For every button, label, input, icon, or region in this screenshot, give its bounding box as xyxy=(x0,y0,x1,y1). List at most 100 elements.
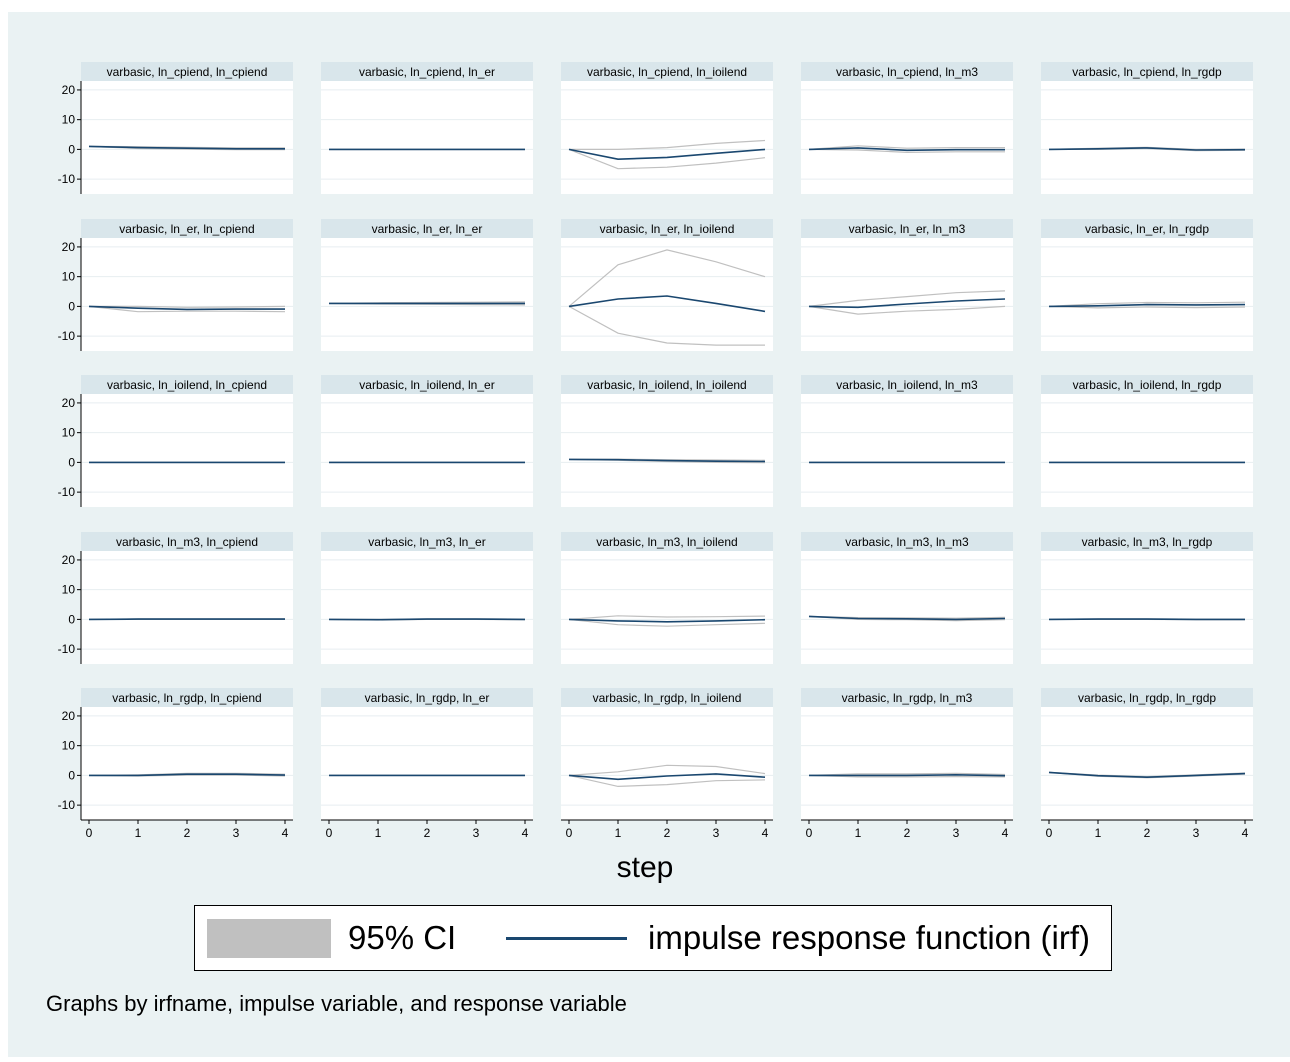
y-tick-label: -10 xyxy=(58,485,76,499)
panel-title: varbasic, ln_cpiend, ln_er xyxy=(359,65,495,79)
y-tick-label: 20 xyxy=(62,709,76,723)
y-tick-label: 20 xyxy=(62,553,76,567)
panel-title: varbasic, ln_rgdp, ln_m3 xyxy=(842,691,973,705)
y-tick-label: 0 xyxy=(68,299,75,313)
panel-title: varbasic, ln_er, ln_cpiend xyxy=(119,222,254,236)
x-tick-label: 4 xyxy=(522,826,529,840)
panel-plot-area xyxy=(1041,551,1253,664)
panel-title: varbasic, ln_ioilend, ln_m3 xyxy=(836,378,978,392)
panel-plot-area xyxy=(321,394,533,507)
panel-plot-area xyxy=(801,707,1013,820)
x-tick-label: 2 xyxy=(424,826,431,840)
panel-plot-area xyxy=(561,551,773,664)
panel-plot-area xyxy=(561,238,773,351)
y-tick-label: -10 xyxy=(58,329,76,343)
x-tick-label: 3 xyxy=(1193,826,1200,840)
x-tick-label: 4 xyxy=(282,826,289,840)
x-tick-label: 0 xyxy=(326,826,333,840)
y-tick-label: 0 xyxy=(68,768,75,782)
panel-plot-area xyxy=(801,394,1013,507)
panel-title: varbasic, ln_rgdp, ln_er xyxy=(365,691,490,705)
x-tick-label: 4 xyxy=(1002,826,1009,840)
x-tick-label: 0 xyxy=(86,826,93,840)
x-tick-label: 1 xyxy=(375,826,382,840)
x-tick-label: 1 xyxy=(855,826,862,840)
x-tick-label: 3 xyxy=(233,826,240,840)
irf-line xyxy=(809,775,1005,776)
legend-irf-label: impulse response function (irf) xyxy=(648,918,1090,958)
panel-title: varbasic, ln_m3, ln_er xyxy=(368,535,485,549)
panel-plot-area xyxy=(81,81,293,194)
panel-title: varbasic, ln_rgdp, ln_rgdp xyxy=(1078,691,1216,705)
panel-title: varbasic, ln_cpiend, ln_ioilend xyxy=(587,65,747,79)
panel-plot-area xyxy=(321,238,533,351)
panel-title: varbasic, ln_rgdp, ln_cpiend xyxy=(112,691,261,705)
y-tick-label: 0 xyxy=(68,612,75,626)
irf-line xyxy=(329,619,525,620)
panel-plot-area xyxy=(81,551,293,664)
panel-title: varbasic, ln_cpiend, ln_cpiend xyxy=(107,65,268,79)
x-tick-label: 1 xyxy=(135,826,142,840)
panel-plot-area xyxy=(1041,394,1253,507)
panel-title: varbasic, ln_m3, ln_ioilend xyxy=(596,535,737,549)
panel-plot-area xyxy=(1041,238,1253,351)
x-tick-label: 1 xyxy=(615,826,622,840)
y-tick-label: 10 xyxy=(62,113,76,127)
panel-plot-area xyxy=(561,394,773,507)
x-tick-label: 3 xyxy=(473,826,480,840)
panel-plot-area xyxy=(801,238,1013,351)
y-tick-label: 10 xyxy=(62,583,76,597)
panel-title: varbasic, ln_cpiend, ln_m3 xyxy=(836,65,978,79)
panel-title: varbasic, ln_m3, ln_m3 xyxy=(845,535,969,549)
x-tick-label: 2 xyxy=(184,826,191,840)
x-tick-label: 0 xyxy=(566,826,573,840)
x-tick-label: 2 xyxy=(904,826,911,840)
y-tick-label: 10 xyxy=(62,426,76,440)
x-tick-label: 2 xyxy=(664,826,671,840)
legend: 95% CI impulse response function (irf) xyxy=(194,905,1112,971)
panel-title: varbasic, ln_er, ln_m3 xyxy=(849,222,966,236)
panel-plot-area xyxy=(801,551,1013,664)
x-tick-label: 2 xyxy=(1144,826,1151,840)
y-tick-label: 20 xyxy=(62,396,76,410)
panel-title: varbasic, ln_ioilend, ln_ioilend xyxy=(587,378,746,392)
x-tick-label: 0 xyxy=(1046,826,1053,840)
panel-title: varbasic, ln_cpiend, ln_rgdp xyxy=(1072,65,1222,79)
panel-title: varbasic, ln_m3, ln_cpiend xyxy=(116,535,258,549)
panel-plot-area xyxy=(81,394,293,507)
legend-ci-label: 95% CI xyxy=(348,918,456,958)
legend-irf-line xyxy=(506,937,627,940)
panel-title: varbasic, ln_ioilend, ln_rgdp xyxy=(1073,378,1222,392)
y-tick-label: 20 xyxy=(62,240,76,254)
x-tick-label: 3 xyxy=(953,826,960,840)
panel-title: varbasic, ln_m3, ln_rgdp xyxy=(1082,535,1213,549)
panel-plot-area xyxy=(321,707,533,820)
y-tick-label: 10 xyxy=(62,270,76,284)
legend-ci-swatch xyxy=(207,919,331,958)
y-tick-label: 20 xyxy=(62,83,76,97)
y-tick-label: 10 xyxy=(62,739,76,753)
panel-plot-area xyxy=(801,81,1013,194)
panel-plot-area xyxy=(1041,81,1253,194)
y-tick-label: -10 xyxy=(58,642,76,656)
x-tick-label: 0 xyxy=(806,826,813,840)
x-axis-title: step xyxy=(0,851,1290,885)
panel-title: varbasic, ln_rgdp, ln_ioilend xyxy=(593,691,742,705)
panel-plot-area xyxy=(81,707,293,820)
x-tick-label: 4 xyxy=(1242,826,1249,840)
y-tick-label: 0 xyxy=(68,455,75,469)
panel-plot-area xyxy=(81,238,293,351)
y-tick-label: 0 xyxy=(68,142,75,156)
y-tick-label: -10 xyxy=(58,798,76,812)
panel-title: varbasic, ln_er, ln_rgdp xyxy=(1085,222,1209,236)
y-tick-label: -10 xyxy=(58,172,76,186)
panel-plot-area xyxy=(561,81,773,194)
x-tick-label: 3 xyxy=(713,826,720,840)
panel-plot-area xyxy=(321,81,533,194)
panel-title: varbasic, ln_ioilend, ln_cpiend xyxy=(107,378,267,392)
graph-note: Graphs by irfname, impulse variable, and… xyxy=(46,991,627,1017)
panel-title: varbasic, ln_ioilend, ln_er xyxy=(359,378,494,392)
x-tick-label: 4 xyxy=(762,826,769,840)
